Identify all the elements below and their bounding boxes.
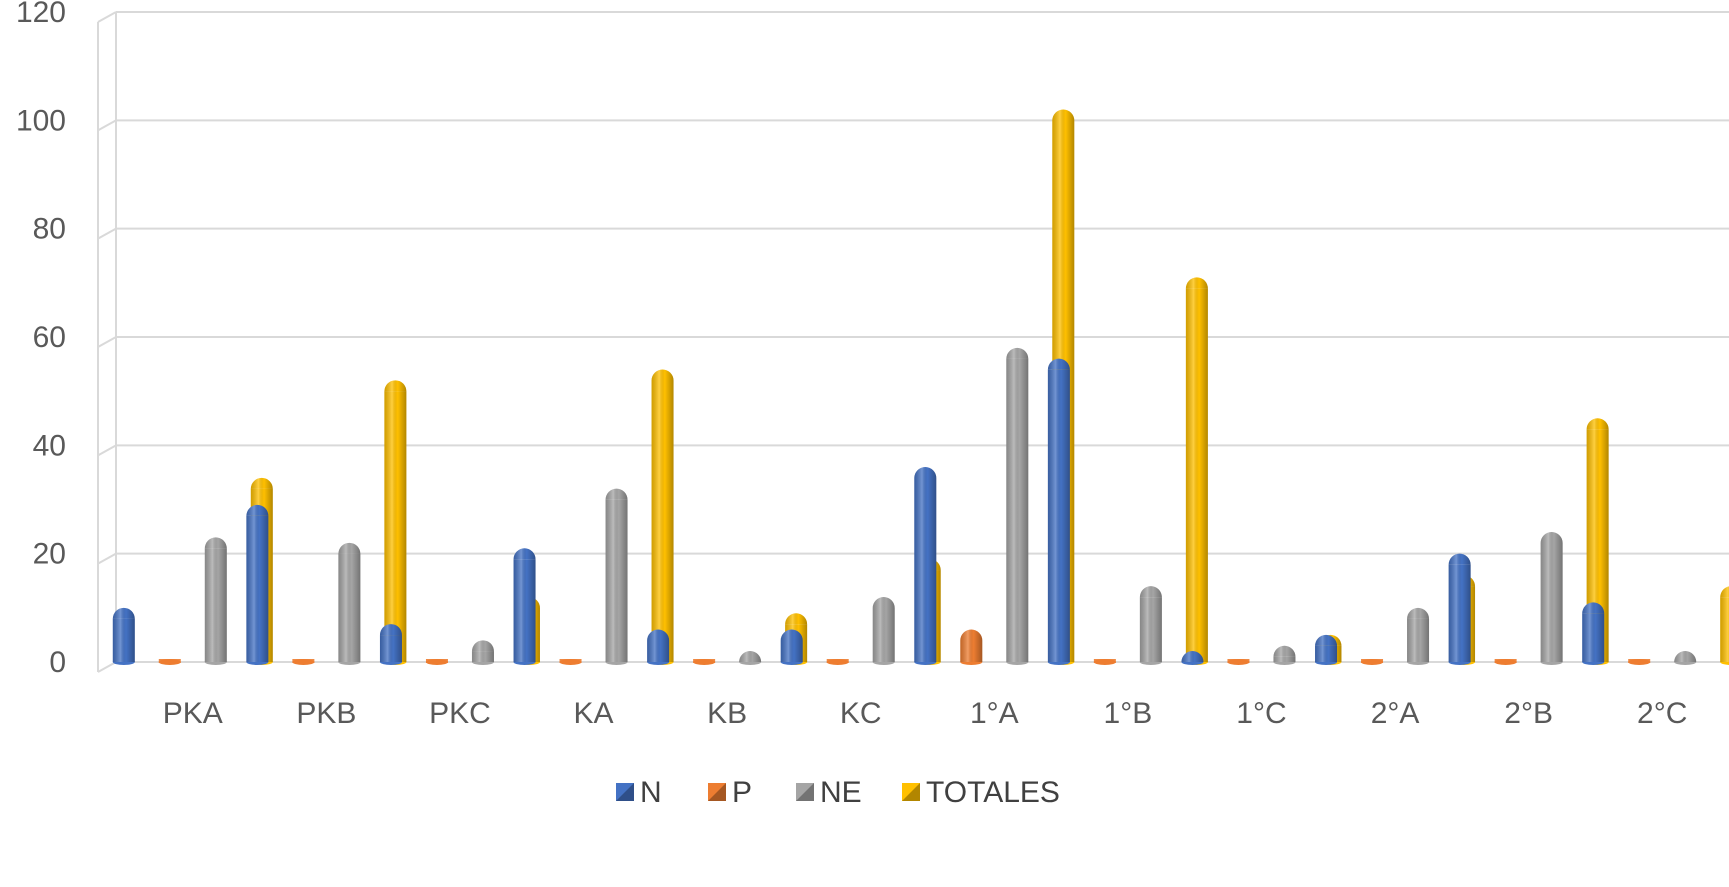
y-tick-label: 120 [16, 0, 66, 29]
bar-totales-2°C [1720, 586, 1729, 665]
y-axis-tick-labels: 0 20 40 60 80 100 120 [16, 0, 66, 679]
bar-ne-KA [605, 488, 628, 665]
bar-p-2°B [1494, 659, 1517, 665]
bar-n-2°C [1582, 602, 1605, 665]
x-tick-label: 1°A [970, 697, 1019, 730]
bar-ne-KB [739, 651, 762, 665]
y-tick-label: 80 [33, 213, 66, 246]
x-tick-label: 1°B [1104, 697, 1153, 730]
legend-swatch [796, 783, 814, 801]
y-tick-label: 100 [16, 104, 66, 137]
bar-ne-PKC [471, 640, 494, 665]
gridline-side [97, 661, 117, 673]
y-tick-label: 0 [49, 646, 66, 679]
x-tick-label: PKB [296, 697, 356, 730]
bar-p-PKA [158, 659, 181, 665]
legend-swatch [616, 783, 634, 801]
x-axis-tick-labels: PKA PKB PKC KA KB KC 1°A 1°B 1°C 2°A 2°B 2°C [163, 697, 1688, 730]
bar-n-PKB [246, 504, 269, 665]
y-tick-label: 20 [33, 538, 66, 571]
legend-swatch [708, 783, 726, 801]
bar-ne-PKB [338, 542, 361, 665]
legend-item-ne: NE [796, 776, 862, 809]
bar-totales-PKB [384, 380, 407, 665]
x-tick-label: KB [707, 697, 747, 730]
x-tick-label: 2°C [1637, 697, 1687, 730]
bar-ne-2°C [1674, 651, 1697, 665]
bar-p-KC [826, 659, 849, 665]
axes [97, 12, 117, 672]
x-tick-label: 2°A [1371, 697, 1420, 730]
bar-p-2°C [1628, 659, 1651, 665]
bar-n-1°B [1047, 358, 1070, 665]
x-tick-label: 2°B [1504, 697, 1553, 730]
bar-ne-1°A [1006, 347, 1029, 665]
bar-n-PKA [112, 607, 135, 665]
gridline-side [97, 119, 117, 132]
gridline-side [97, 227, 117, 240]
gridline-side [97, 11, 117, 23]
bar-totales-1°B [1185, 277, 1208, 665]
legend: N P NE TOTALES [616, 776, 1060, 809]
x-tick-label: PKC [429, 697, 491, 730]
bar-n-1°A [914, 467, 937, 665]
bar-ne-2°A [1407, 607, 1430, 665]
bar-n-KA [513, 548, 536, 665]
bar-p-2°A [1361, 659, 1384, 665]
bar-p-PKC [425, 659, 448, 665]
bar-ne-PKA [204, 537, 227, 665]
bars [112, 109, 1729, 665]
bar-ne-1°C [1273, 645, 1296, 665]
gridline-side [97, 444, 117, 457]
bar-p-PKB [292, 659, 315, 665]
bar-p-1°B [1093, 659, 1116, 665]
y-tick-label: 40 [33, 429, 66, 462]
bar-n-PKC [379, 624, 402, 665]
gridline-side [97, 552, 117, 565]
y-tick-label: 60 [33, 321, 66, 354]
bar-p-1°C [1227, 659, 1250, 665]
legend-item-totales: TOTALES [902, 776, 1060, 809]
bar-totales-KA [651, 369, 674, 665]
legend-item-p: P [708, 776, 752, 809]
gridline-side [97, 336, 117, 348]
legend-label: NE [820, 776, 862, 809]
x-tick-label: 1°C [1236, 697, 1286, 730]
legend-item-n: N [616, 776, 662, 809]
bar-ne-2°B [1540, 532, 1563, 665]
legend-swatch [902, 783, 920, 801]
bar-n-2°B [1448, 553, 1471, 665]
bar-n-KB [647, 629, 670, 665]
x-tick-label: KC [840, 697, 882, 730]
bar-ne-KC [872, 597, 895, 665]
bar-p-1°A [960, 629, 983, 665]
x-tick-label: PKA [163, 697, 223, 730]
bar-p-KA [559, 659, 582, 665]
bar-ne-1°B [1139, 586, 1162, 665]
legend-label: P [732, 776, 752, 809]
legend-label: N [640, 776, 662, 809]
bar-n-2°A [1315, 634, 1338, 665]
bar-p-KB [693, 659, 716, 665]
x-tick-label: KA [574, 697, 614, 730]
bar-n-1°C [1181, 651, 1204, 665]
legend-label: TOTALES [926, 776, 1060, 809]
bar-n-KC [780, 629, 803, 665]
